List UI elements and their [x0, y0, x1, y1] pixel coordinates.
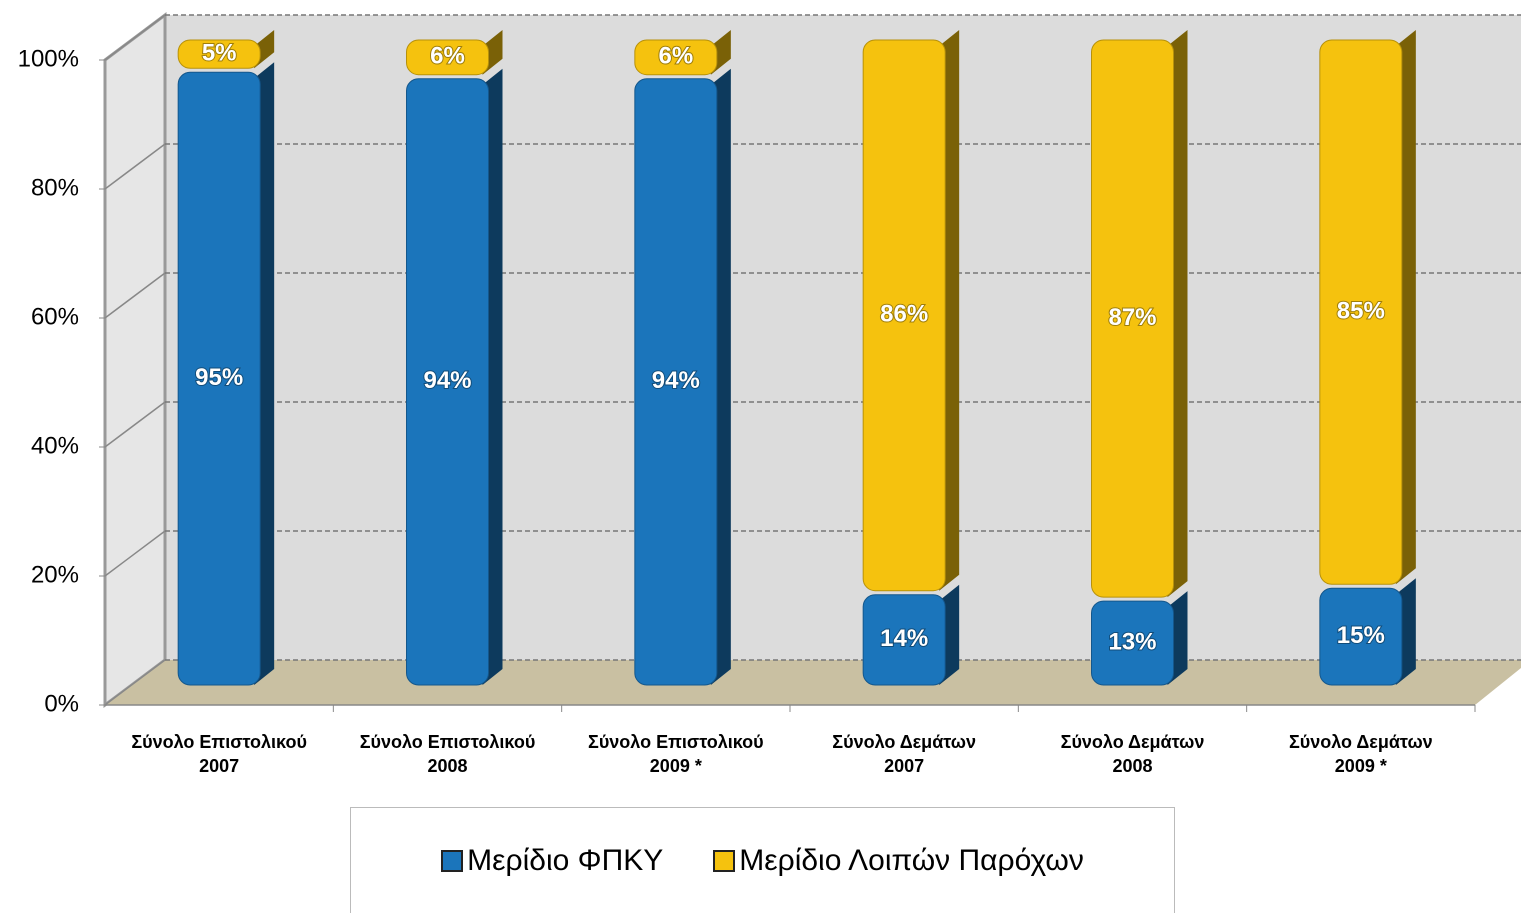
- data-label: 14%: [880, 625, 928, 652]
- side-wall: [103, 12, 167, 708]
- x-tick-label: Σύνολο Δεμάτων 2007: [832, 732, 977, 776]
- legend-label: Μερίδιο Λοιπών Παρόχων: [739, 843, 1084, 877]
- grid-line: [104, 659, 166, 706]
- bar: [1319, 30, 1416, 585]
- bar: [406, 30, 503, 76]
- bar-front: [1319, 39, 1403, 585]
- bar-front: [862, 594, 946, 686]
- data-label: 94%: [423, 367, 471, 394]
- data-label: 13%: [1108, 628, 1156, 655]
- grid-line: [104, 530, 166, 577]
- data-label: 86%: [880, 301, 928, 328]
- y-tick-label: 80%: [31, 174, 79, 201]
- y-tick-label: 0%: [44, 690, 79, 717]
- data-label: 94%: [652, 367, 700, 394]
- bar-front: [634, 78, 718, 686]
- bar: [1091, 30, 1188, 598]
- bar-front: [177, 39, 261, 69]
- bar: [406, 68, 503, 686]
- bar-front: [634, 39, 718, 76]
- x-tick-label: Σύνολο Δεμάτων 2008: [1060, 732, 1205, 776]
- grid-line: [104, 14, 166, 61]
- bar: [862, 584, 960, 686]
- legend-entry: Μερίδιο Λοιπών Παρόχων: [713, 844, 1084, 878]
- x-tick-label: Σύνολο Επιστολικού 2009 *: [588, 732, 764, 776]
- legend: Μερίδιο ΦΠΚΥ Μερίδιο Λοιπών Παρόχων: [350, 807, 1175, 913]
- x-tick-label: Σύνολο Επιστολικού 2008: [359, 732, 536, 776]
- data-label: 95%: [195, 364, 243, 391]
- bar: [634, 30, 731, 76]
- y-tick-label: 60%: [31, 303, 79, 330]
- bar-front: [406, 78, 489, 686]
- bar: [177, 30, 275, 69]
- bar-front: [1091, 39, 1174, 598]
- x-tick-label: Σύνολο Επιστολικού 2007: [131, 732, 307, 776]
- data-label: 87%: [1108, 304, 1156, 331]
- data-label: 85%: [1337, 297, 1385, 324]
- floor: [105, 660, 1521, 705]
- bar: [634, 68, 731, 686]
- grid-line: [104, 272, 166, 319]
- bar: [1319, 578, 1416, 686]
- x-tick-label: Σύνολο Δεμάτων 2009 *: [1288, 732, 1433, 776]
- legend-label: Μερίδιο ΦΠΚΥ: [467, 843, 664, 877]
- bar: [862, 30, 960, 592]
- bar-front: [862, 39, 946, 592]
- bar-front: [1319, 587, 1403, 686]
- bar-front: [177, 71, 261, 686]
- bar: [177, 62, 275, 686]
- legend-swatch: [441, 849, 464, 872]
- bar: [1091, 591, 1188, 686]
- bar-front: [1091, 600, 1174, 686]
- back-wall: [165, 15, 1521, 660]
- data-label: 5%: [202, 39, 237, 66]
- data-label: 6%: [658, 43, 693, 70]
- y-tick-label: 20%: [31, 561, 79, 588]
- data-label: 6%: [430, 43, 465, 70]
- legend-entry: Μερίδιο ΦΠΚΥ: [441, 844, 663, 878]
- y-tick-label: 40%: [31, 432, 79, 459]
- grid-line: [104, 401, 166, 448]
- legend-swatch: [713, 849, 736, 872]
- grid-line: [104, 143, 166, 190]
- data-label: 15%: [1337, 622, 1385, 649]
- bar-front: [406, 39, 489, 76]
- y-tick-label: 100%: [18, 45, 79, 72]
